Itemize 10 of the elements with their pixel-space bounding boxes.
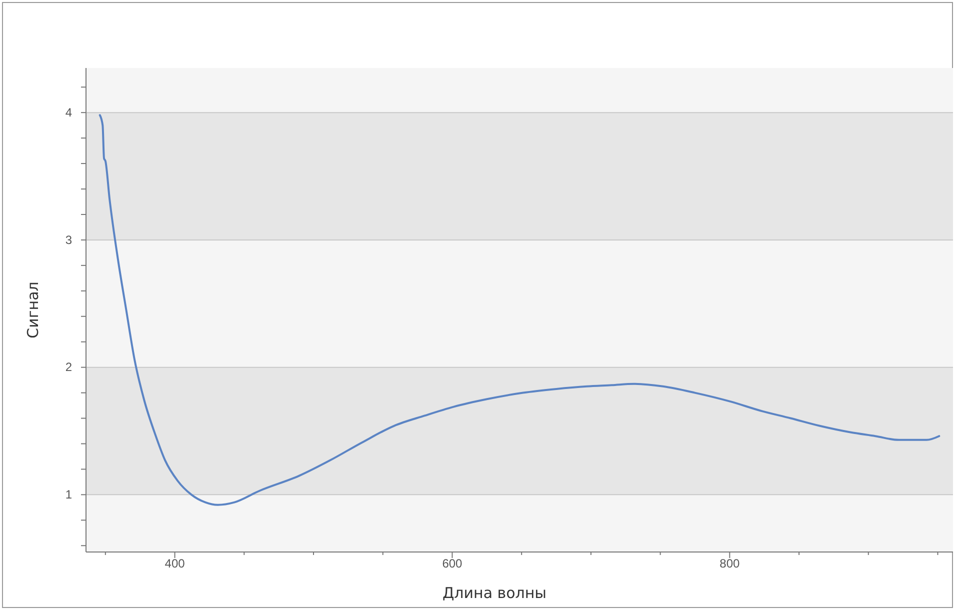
- y-axis-title: Сигнал: [24, 282, 42, 338]
- y-tick-label: 3: [65, 232, 72, 247]
- x-tick-label: 800: [720, 556, 740, 571]
- x-tick-label: 400: [164, 556, 186, 571]
- line-series: [98, 114, 940, 506]
- y-tick-label: 1: [65, 488, 72, 502]
- y-tick-label: 4: [65, 105, 72, 120]
- x-tick-label: 600: [442, 556, 463, 571]
- y-tick-label: 2: [65, 360, 72, 374]
- x-axis-title: Длина волны: [442, 584, 547, 602]
